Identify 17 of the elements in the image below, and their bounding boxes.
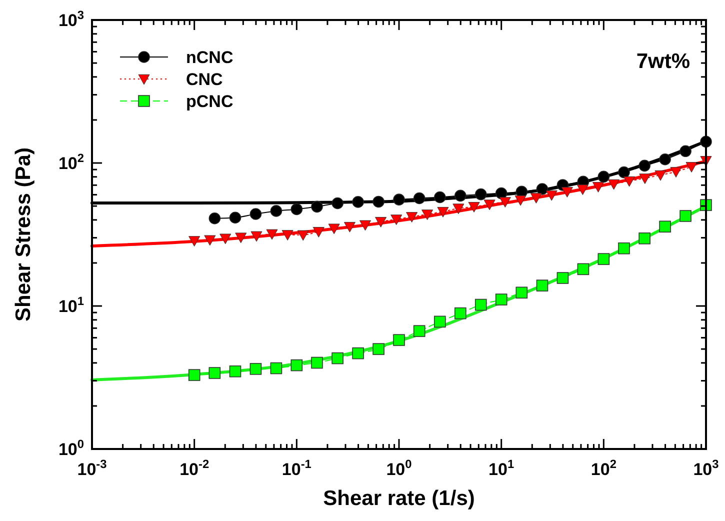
- legend-label: CNC: [186, 70, 223, 89]
- legend-label: pCNC: [186, 92, 234, 111]
- legend-label: nCNC: [186, 48, 234, 67]
- x-tick-label: 10$^{0}$: [386, 457, 412, 479]
- x-tick-label: 10$^{3}$: [693, 457, 720, 479]
- y-tick-label: 10$^{3}$: [58, 8, 84, 30]
- y-tick-label: 10$^{2}$: [58, 151, 84, 173]
- y-axis-title: Shear Stress (Pa): [12, 148, 35, 322]
- x-tick-label: 10$^{-1}$: [282, 457, 312, 479]
- annotation: 7wt%: [636, 50, 690, 73]
- x-tick-label: 10$^{-3}$: [77, 457, 108, 479]
- x-tick-label: 10$^{1}$: [488, 457, 514, 479]
- y-tick-label: 10$^{0}$: [58, 437, 84, 459]
- x-axis-title: Shear rate (1/s): [323, 487, 475, 510]
- y-tick-label: 10$^{1}$: [58, 294, 84, 316]
- x-tick-label: 10$^{-2}$: [180, 457, 210, 479]
- x-tick-label: 10$^{2}$: [590, 457, 617, 479]
